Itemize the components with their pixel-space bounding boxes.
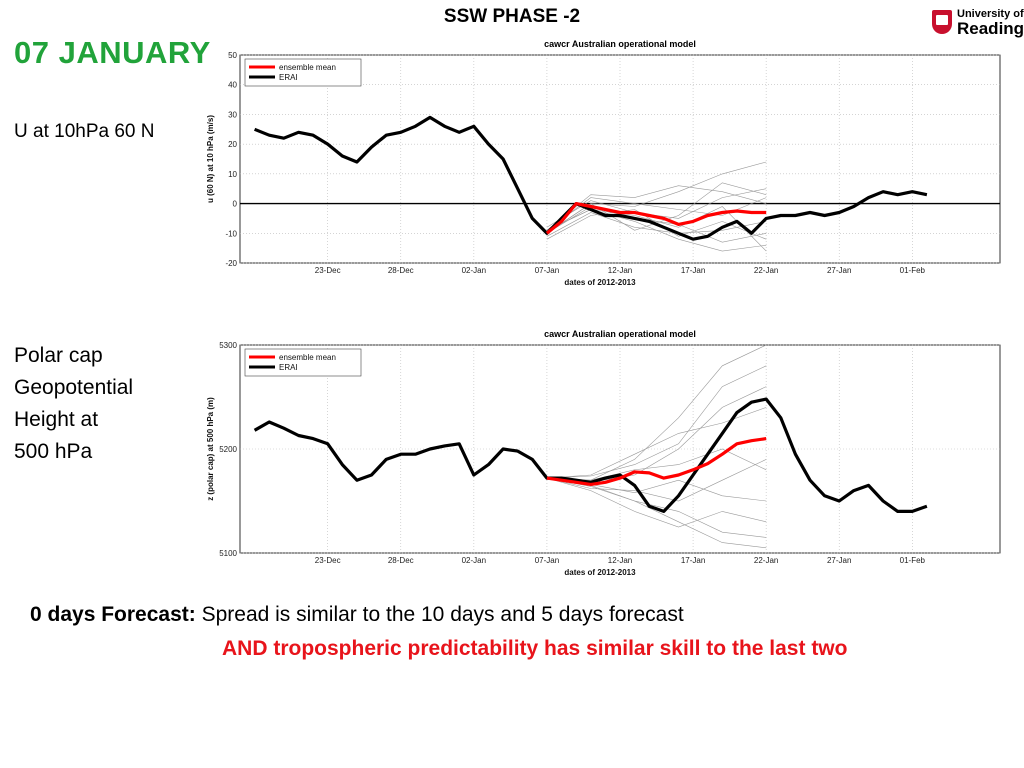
z-chart-series-erai (253, 397, 928, 513)
z-chart-y-axis-label: z (polar cap) at 500 hPa (m) (206, 397, 215, 501)
u-chart-series-ensemble-mean (545, 202, 767, 235)
z-chart-x-tick-label: 22-Jan (754, 556, 778, 565)
u-chart-ensemble-member-line (546, 206, 767, 252)
z-chart-x-tick-label: 07-Jan (535, 556, 559, 565)
u-chart-title: cawcr Australian operational model (544, 39, 696, 49)
u-chart-series-erai (254, 115, 928, 241)
forecast-summary-lead: 0 days Forecast: (30, 603, 196, 626)
z-chart-x-tick-label: 27-Jan (827, 556, 851, 565)
z-chart-series-ensemble-mean (546, 437, 767, 486)
u-chart-x-tick-label: 27-Jan (827, 266, 851, 275)
u-chart-plot-area (239, 54, 1001, 264)
z-chart-legend-label: ensemble mean (279, 353, 336, 362)
z-chart-x-tick-label: 12-Jan (608, 556, 632, 565)
z-chart-ensemble-member-line (546, 477, 767, 528)
u-chart-x-tick-label: 07-Jan (535, 266, 559, 275)
u-chart-ensemble-member-line (546, 212, 767, 237)
u-chart-legend-label: ERAI (279, 73, 298, 82)
u-chart-y-tick-label: 40 (228, 81, 237, 90)
logo-text-line1: University of (957, 8, 1024, 20)
z-chart-x-tick-label: 01-Feb (900, 556, 926, 565)
z-chart-y-tick-label: 5300 (219, 341, 237, 350)
u-wind-chart: cawcr Australian operational model -20 -10… (206, 39, 1001, 287)
slide-title: SSW PHASE -2 (443, 6, 581, 27)
u-chart-legend-label: ensemble mean (279, 63, 336, 72)
z-chart-legend-label: ERAI (279, 363, 298, 372)
u-chart-x-tick-label: 02-Jan (462, 266, 486, 275)
u-chart-ensemble-member-line (546, 185, 767, 231)
u-chart-y-tick-label: -10 (225, 229, 237, 238)
u-chart-y-tick-label: 0 (233, 200, 238, 209)
logo-text-line2: Reading (957, 19, 1024, 38)
geopotential-chart: cawcr Australian operational model 5100 52… (206, 329, 1001, 577)
u-chart-y-tick-label: -20 (225, 259, 237, 268)
geopotential-label: Polar cap Geopotential Height at 500 hPa (14, 344, 134, 463)
university-logo: University of Reading (932, 8, 1024, 40)
conclusion-text: AND tropospheric predictability has simi… (222, 637, 848, 660)
u-chart-x-tick-label: 12-Jan (608, 266, 632, 275)
z-chart-x-axis-label: dates of 2012-2013 (564, 568, 636, 577)
z-chart-title: cawcr Australian operational model (544, 329, 696, 339)
forecast-summary-text: Spread is similar to the 10 days and 5 d… (195, 603, 684, 626)
z-chart-y-tick-label: 5100 (219, 549, 237, 558)
u-chart-x-tick-label: 22-Jan (754, 266, 778, 275)
u-chart-y-tick-label: 20 (228, 140, 237, 149)
u-chart-x-tick-label: 28-Dec (388, 266, 414, 275)
u-chart-x-tick-label: 23-Dec (315, 266, 341, 275)
z-chart-x-tick-label: 17-Jan (681, 556, 705, 565)
z-chart-ensemble-member-line (546, 477, 767, 538)
u-chart-y-tick-label: 50 (228, 51, 237, 60)
u-chart-y-axis-label: u (60 N) at 10 hPa (m/s) (206, 115, 215, 203)
z-chart-ensemble-member-line (546, 459, 767, 502)
u-wind-label: U at 10hPa 60 N (14, 121, 155, 142)
u-chart-x-tick-label: 01-Feb (900, 266, 926, 275)
z-chart-x-tick-label: 28-Dec (388, 556, 414, 565)
u-chart-y-tick-label: 10 (228, 170, 237, 179)
crest-icon (932, 10, 952, 34)
z-chart-x-tick-label: 02-Jan (462, 556, 486, 565)
z-chart-legend-box (244, 348, 362, 377)
z-chart-y-tick-label: 5200 (219, 445, 237, 454)
u-chart-x-axis-label: dates of 2012-2013 (564, 278, 636, 287)
u-chart-y-tick-label: 30 (228, 110, 237, 119)
u-chart-legend-box (244, 58, 362, 87)
date-heading: 07 JANUARY (14, 35, 211, 70)
z-chart-x-tick-label: 23-Dec (315, 556, 341, 565)
forecast-summary: 0 days Forecast: Spread is similar to th… (30, 603, 684, 627)
u-chart-x-tick-label: 17-Jan (681, 266, 705, 275)
z-chart-ensemble-member-line (546, 365, 767, 479)
